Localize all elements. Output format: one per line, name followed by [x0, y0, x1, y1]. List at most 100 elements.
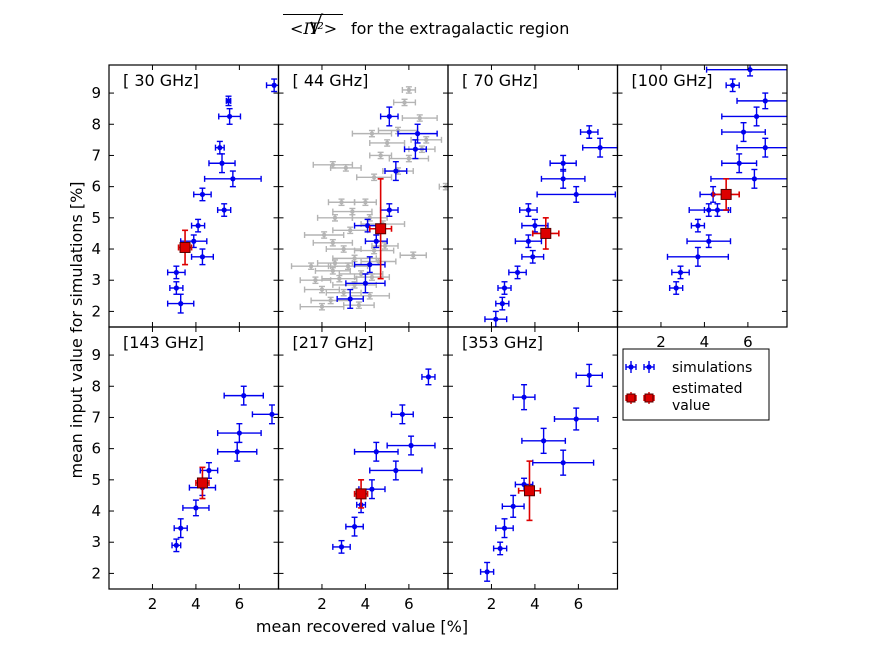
sim-point [686, 234, 732, 249]
other-point [360, 257, 397, 266]
sim-point [495, 518, 514, 539]
sim-point [251, 404, 279, 425]
x-tick-label: 4 [700, 333, 710, 351]
sim-point [512, 384, 536, 411]
sim-point [536, 185, 617, 203]
sim-point [369, 460, 423, 481]
other-point [327, 198, 356, 207]
sim-point [492, 541, 508, 556]
y-tick-label: 8 [91, 115, 101, 133]
y-tick-label: 9 [91, 84, 101, 102]
sim-point [521, 249, 545, 264]
sim-point [575, 363, 603, 387]
sim-point [579, 125, 599, 139]
sim-point [668, 281, 684, 295]
sim-point [549, 154, 577, 172]
y-tick-label: 2 [91, 564, 101, 582]
plot-area [290, 86, 448, 311]
sim-point [169, 281, 184, 295]
sim-point [190, 248, 215, 266]
sim-point [199, 461, 219, 479]
panel-label: [ 44 GHz] [293, 71, 369, 90]
sim-point [666, 246, 730, 267]
x-tick-label: 6 [574, 595, 584, 613]
panel-6: [353 GHz] 2 4 6 [447, 326, 619, 613]
x-tick-label: 2 [317, 595, 327, 613]
sim-point [216, 203, 232, 217]
panel-label: [143 GHz] [123, 333, 204, 352]
plot-area [166, 78, 279, 314]
sim-point [225, 95, 232, 107]
sim-point [421, 368, 436, 386]
sim-point [384, 160, 408, 182]
x-tick-label: 2 [148, 595, 158, 613]
y-tick-label: 2 [91, 302, 101, 320]
legend-est-marker [625, 392, 655, 404]
panel-frame [447, 64, 619, 328]
sim-point [216, 441, 258, 462]
estimated-point [712, 178, 740, 211]
other-point [329, 164, 362, 172]
sim-point [166, 293, 195, 314]
other-point [303, 285, 341, 294]
estimated-point [517, 460, 542, 522]
plot-area [171, 385, 279, 553]
panel-label: [217 GHz] [293, 333, 374, 352]
other-point [369, 151, 393, 160]
x-tick-label: 2 [656, 333, 666, 351]
sim-point [190, 218, 206, 233]
sim-point [390, 404, 414, 425]
sim-point [519, 203, 538, 217]
sim-point [736, 92, 787, 110]
sim-point [182, 499, 210, 517]
sim-point [540, 168, 586, 189]
other-point [299, 302, 345, 311]
other-point [290, 262, 332, 270]
y-tick-label: 8 [91, 377, 101, 395]
y-tick-label: 7 [91, 146, 101, 164]
panel-2: [ 70 GHz] [447, 64, 619, 328]
other-point [314, 267, 351, 275]
other-point [353, 273, 391, 281]
panel-frame [447, 326, 619, 590]
sim-point [521, 218, 549, 233]
panel-frame [108, 326, 280, 590]
sim-point [484, 310, 508, 327]
panel-1: [ 44 GHz] [277, 64, 449, 328]
y-tick-label: 4 [91, 240, 101, 258]
other-point [316, 214, 354, 222]
other-point [353, 198, 377, 207]
sim-point [688, 203, 730, 217]
x-tick-label: 6 [235, 595, 245, 613]
other-point [312, 238, 354, 247]
x-tick-label: 4 [530, 595, 540, 613]
sim-point [725, 78, 740, 93]
panel-frame [616, 64, 788, 328]
x-tick-label: 4 [191, 595, 201, 613]
other-point [351, 129, 393, 138]
sim-point [532, 449, 595, 476]
estimated-point [353, 479, 369, 509]
sim-point [379, 203, 399, 217]
legend-est-label-1: estimated [672, 381, 743, 397]
legend-est-label-2: value [672, 398, 710, 414]
other-point [321, 274, 358, 283]
x-tick-label: 4 [361, 595, 371, 613]
y-axis-label: mean input value for simulations [%] [67, 181, 86, 478]
sim-point [379, 106, 399, 127]
estimated-point [368, 178, 393, 280]
sim-point [479, 561, 495, 582]
plot-area [332, 368, 436, 554]
plot-area [666, 65, 787, 295]
y-tick-label: 7 [91, 408, 101, 426]
panel-frame [277, 326, 449, 590]
sim-point [721, 106, 787, 127]
other-point [392, 98, 417, 107]
sim-point [336, 288, 364, 309]
other-point [325, 245, 362, 253]
sim-point [173, 518, 188, 539]
sim-point [403, 139, 427, 160]
sim-point [671, 265, 690, 280]
other-point [303, 231, 345, 239]
y-tick-label: 5 [91, 209, 101, 227]
